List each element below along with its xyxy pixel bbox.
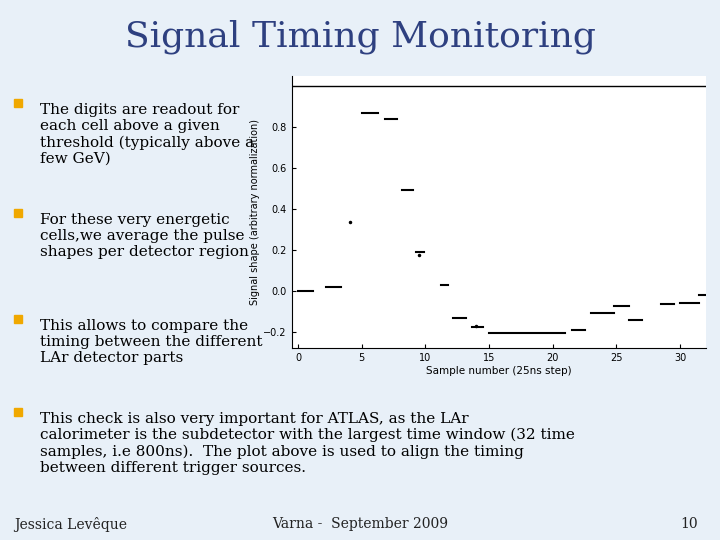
Text: 10: 10	[681, 517, 698, 531]
Text: Signal Timing Monitoring: Signal Timing Monitoring	[125, 20, 595, 55]
Text: For these very energetic
cells,we average the pulse
shapes per detector region: For these very energetic cells,we averag…	[40, 213, 248, 260]
X-axis label: Sample number (25ns step): Sample number (25ns step)	[426, 366, 572, 376]
Text: The digits are readout for
each cell above a given
threshold (typically above a
: The digits are readout for each cell abo…	[40, 103, 253, 166]
Text: Jessica Levêque: Jessica Levêque	[14, 517, 127, 532]
Text: This allows to compare the
timing between the different
LAr detector parts: This allows to compare the timing betwee…	[40, 319, 262, 366]
Text: Varna -  September 2009: Varna - September 2009	[272, 517, 448, 531]
Text: This check is also very important for ATLAS, as the LAr
calorimeter is the subde: This check is also very important for AT…	[40, 411, 575, 475]
Y-axis label: Signal shape (arbitrary normalization): Signal shape (arbitrary normalization)	[251, 119, 261, 305]
